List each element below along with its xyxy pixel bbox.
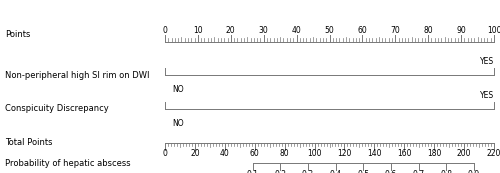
Text: 40: 40 — [220, 149, 230, 158]
Text: 60: 60 — [358, 26, 368, 35]
Text: Points: Points — [5, 30, 30, 39]
Text: 0.8: 0.8 — [440, 170, 452, 173]
Text: 0.5: 0.5 — [357, 170, 370, 173]
Text: 10: 10 — [193, 26, 202, 35]
Text: 90: 90 — [456, 26, 466, 35]
Text: 80: 80 — [280, 149, 289, 158]
Text: 0.7: 0.7 — [412, 170, 424, 173]
Text: NO: NO — [172, 85, 184, 94]
Text: 120: 120 — [338, 149, 351, 158]
Text: 20: 20 — [190, 149, 200, 158]
Text: 220: 220 — [487, 149, 500, 158]
Text: 0.2: 0.2 — [274, 170, 286, 173]
Text: 0.4: 0.4 — [330, 170, 342, 173]
Text: YES: YES — [480, 57, 494, 66]
Text: 100: 100 — [487, 26, 500, 35]
Text: 40: 40 — [292, 26, 302, 35]
Text: 30: 30 — [259, 26, 268, 35]
Text: 70: 70 — [390, 26, 400, 35]
Text: Conspicuity Discrepancy: Conspicuity Discrepancy — [5, 104, 109, 113]
Text: 20: 20 — [226, 26, 235, 35]
Text: 0.6: 0.6 — [385, 170, 397, 173]
Text: 140: 140 — [367, 149, 382, 158]
Text: 0: 0 — [162, 149, 168, 158]
Text: 80: 80 — [424, 26, 433, 35]
Text: 160: 160 — [397, 149, 411, 158]
Text: NO: NO — [172, 119, 184, 128]
Text: Non-peripheral high SI rim on DWI: Non-peripheral high SI rim on DWI — [5, 71, 150, 80]
Text: YES: YES — [480, 91, 494, 100]
Text: 0.3: 0.3 — [302, 170, 314, 173]
Text: 0: 0 — [162, 26, 168, 35]
Text: Probability of hepatic abscess: Probability of hepatic abscess — [5, 159, 130, 168]
Text: 0.9: 0.9 — [468, 170, 480, 173]
Text: 200: 200 — [457, 149, 471, 158]
Text: 0.1: 0.1 — [246, 170, 258, 173]
Text: 180: 180 — [427, 149, 442, 158]
Text: 100: 100 — [308, 149, 322, 158]
Text: Total Points: Total Points — [5, 138, 52, 147]
Text: 50: 50 — [324, 26, 334, 35]
Text: 60: 60 — [250, 149, 260, 158]
